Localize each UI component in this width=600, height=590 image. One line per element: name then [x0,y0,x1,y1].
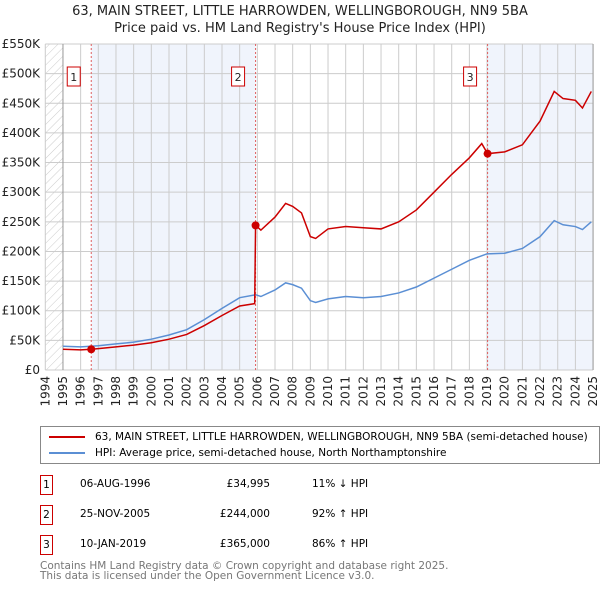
x-tick-label: 2008 [286,376,300,407]
sale-label: 1 [70,71,77,84]
chart-title: 63, MAIN STREET, LITTLE HARROWDEN, WELLI… [72,4,528,19]
footer-line: Contains HM Land Registry data © Crown c… [40,560,449,572]
x-tick-label: 2016 [427,376,441,407]
y-tick-label: £450K [2,96,42,110]
x-tick-label: 2004 [215,376,229,407]
sale-date: 25-NOV-2005 [80,508,151,520]
y-tick-label: £0 [25,363,40,377]
x-tick-label: 2024 [568,376,582,407]
x-tick-label: 2018 [462,376,476,407]
no-data-region [45,44,63,370]
shaded-period [91,44,256,370]
legend-blue-line [49,452,85,454]
x-tick-label: 1998 [109,376,123,407]
x-tick-label: 2019 [480,376,494,407]
x-tick-label: 2014 [392,376,406,407]
x-tick-label: 2015 [409,376,423,407]
sale-price: £244,000 [219,508,270,520]
x-tick-label: 2006 [250,376,264,407]
x-tick-label: 1994 [38,376,52,407]
sale-badge: 3 [40,535,53,555]
sale-price: £365,000 [219,538,270,550]
x-tick-label: 2000 [144,376,158,407]
sale-label-box [463,66,478,87]
legend-property: 63, MAIN STREET, LITTLE HARROWDEN, WELLI… [95,431,588,443]
x-tick-label: 1995 [56,376,70,407]
sale-price: £34,995 [226,478,270,490]
y-tick-label: £200K [2,244,42,258]
sale-label-box [66,66,81,87]
x-tick-label: 2012 [356,376,370,407]
x-tick-label: 2013 [374,376,388,407]
sale-date: 10-JAN-2019 [80,538,147,550]
x-tick-label: 2011 [339,376,353,407]
x-tick-label: 2023 [551,376,565,407]
sale-hpi-diff: 11% ↓ HPI [312,478,369,490]
y-tick-label: £250K [2,215,42,229]
x-tick-label: 2003 [197,376,211,407]
sale-date: 06-AUG-1996 [80,478,151,490]
x-tick-label: 2001 [162,376,176,407]
y-tick-label: £350K [2,156,42,170]
x-tick-label: 2021 [515,376,529,407]
sale-point [483,149,492,158]
x-tick-label: 2002 [180,376,194,407]
sale-badge: 1 [40,475,53,495]
sale-badge: 2 [40,505,53,525]
footer-line: This data is licensed under the Open Gov… [40,570,375,582]
x-tick-label: 2007 [268,376,282,407]
y-tick-label: £550K [2,37,42,51]
x-tick-label: 2009 [303,376,317,407]
x-tick-label: 1996 [74,376,88,407]
y-tick-label: £100K [2,304,42,318]
y-tick-label: £50K [9,333,41,347]
sale-label: 3 [467,71,474,84]
legend: 63, MAIN STREET, LITTLE HARROWDEN, WELLI… [40,426,600,464]
sale-hpi-diff: 86% ↑ HPI [312,538,369,550]
sale-label: 2 [235,71,242,84]
price-chart: £0 £50K £100K £150K £200K £250K £300K £350K £400… [2,37,600,407]
x-tick-label: 2025 [586,376,600,407]
x-tick-label: 2020 [498,376,512,407]
sale-row: 2 25-NOV-2005 £244,000 92% ↑ HPI [40,505,440,525]
hpi-line [62,219,592,348]
x-tick-label: 1997 [91,376,105,407]
footer: Contains HM Land Registry data © Crown c… [40,560,449,582]
legend-hpi: HPI: Average price, semi-detached house,… [95,447,447,459]
x-tick-label: 2005 [233,376,247,407]
x-tick-label: 2017 [445,376,459,407]
sale-row: 3 10-JAN-2019 £365,000 86% ↑ HPI [40,535,440,555]
sale-point [87,345,96,354]
x-tick-label: 2010 [321,376,335,407]
x-tick-label: 1999 [127,376,141,407]
sale-label-box [231,66,246,87]
x-tick-label: 2022 [533,376,547,407]
sale-hpi-diff: 92% ↑ HPI [312,508,369,520]
sale-row: 1 06-AUG-1996 £34,995 11% ↓ HPI [40,475,440,495]
y-tick-label: £400K [2,126,42,140]
y-tick-label: £150K [2,274,42,288]
y-tick-label: £500K [2,67,42,81]
sale-point [251,221,260,230]
property-price-line [62,90,592,351]
y-tick-label: £300K [2,185,42,199]
legend-red-line [49,436,85,438]
chart-subtitle: Price paid vs. HM Land Registry's House … [114,21,486,36]
